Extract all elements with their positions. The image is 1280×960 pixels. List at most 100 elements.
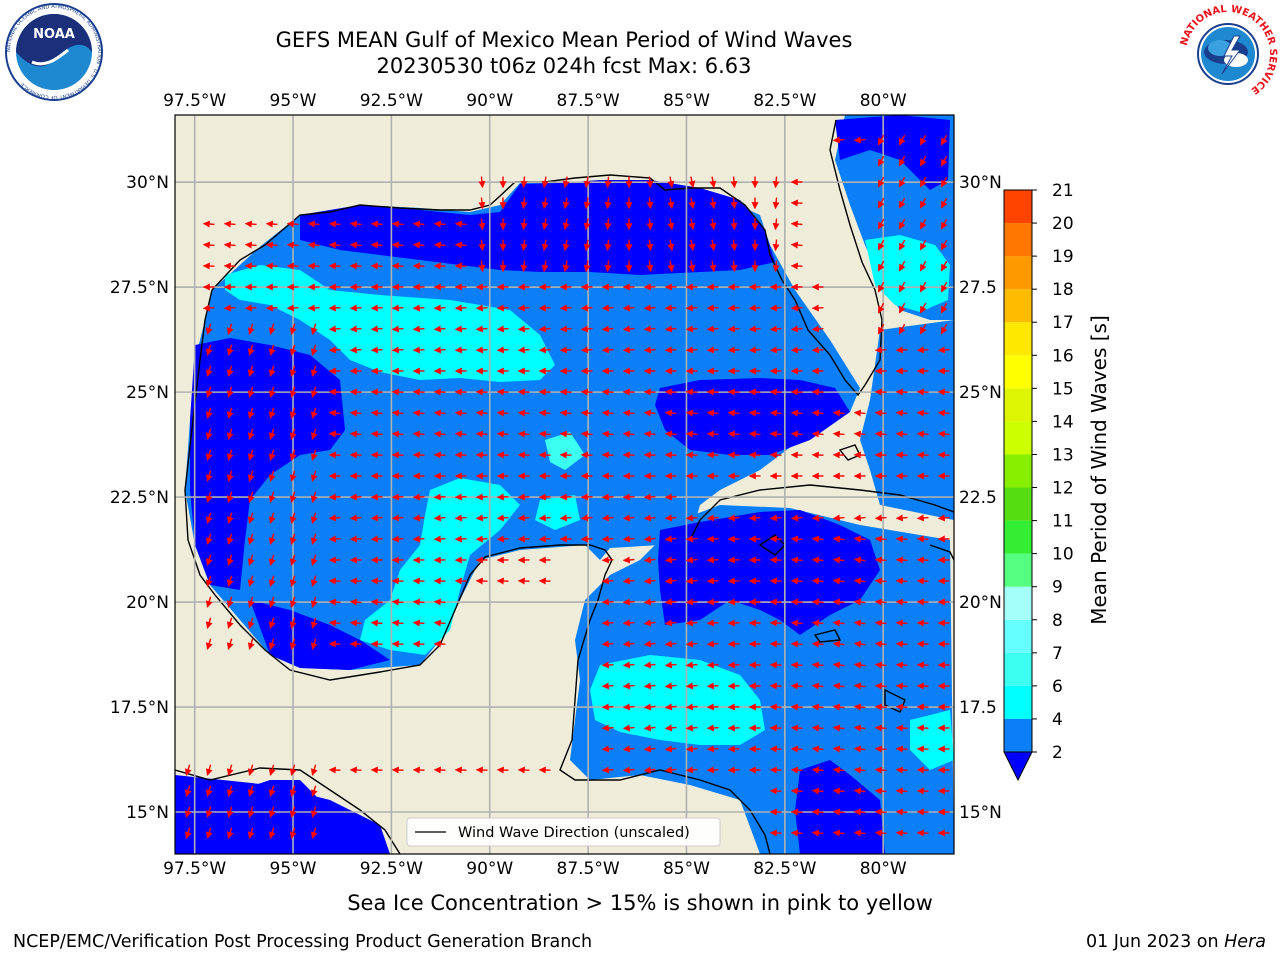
direction-arrow: [790, 640, 803, 648]
direction-arrow: [604, 239, 612, 252]
direction-arrow: [853, 409, 866, 417]
direction-arrow: [667, 260, 675, 273]
direction-arrow: [226, 344, 234, 356]
direction-arrow: [223, 241, 236, 249]
direction-arrow: [517, 514, 530, 522]
direction-arrow: [811, 325, 824, 333]
direction-arrow: [790, 703, 803, 711]
colorbar-tick-label: 19: [1052, 247, 1074, 267]
direction-arrow: [226, 449, 234, 461]
direction-arrow: [667, 239, 675, 252]
direction-arrow: [391, 325, 404, 333]
direction-arrow: [874, 766, 887, 774]
direction-arrow: [226, 617, 234, 629]
direction-arrow: [748, 346, 761, 354]
direction-arrow: [895, 640, 908, 648]
direction-arrow: [709, 239, 717, 252]
direction-arrow: [853, 703, 866, 711]
colorbar-segment: [1004, 355, 1032, 389]
direction-arrow: [895, 346, 908, 354]
direction-arrow: [559, 346, 572, 354]
colorbar-tick-label: 14: [1052, 412, 1074, 432]
direction-arrow: [478, 239, 486, 252]
direction-arrow: [370, 220, 383, 228]
direction-arrow: [919, 176, 927, 188]
direction-arrow: [832, 724, 845, 732]
direction-arrow: [583, 197, 591, 210]
direction-arrow: [853, 808, 866, 816]
direction-arrow: [688, 197, 696, 210]
direction-arrow: [247, 344, 255, 356]
direction-arrow: [895, 766, 908, 774]
colorbar-segment: [1004, 454, 1032, 488]
direction-arrow: [916, 430, 929, 438]
direction-arrow: [517, 346, 530, 354]
direction-arrow: [205, 764, 213, 776]
direction-arrow: [328, 514, 341, 522]
direction-arrow: [832, 640, 845, 648]
direction-arrow: [643, 346, 656, 354]
direction-arrow: [268, 575, 276, 587]
direction-arrow: [790, 598, 803, 606]
direction-arrow: [940, 176, 948, 188]
direction-arrow: [205, 449, 213, 461]
direction-arrow: [622, 430, 635, 438]
direction-arrow: [667, 176, 675, 189]
direction-arrow: [391, 304, 404, 312]
direction-arrow: [226, 554, 234, 566]
direction-arrow: [895, 703, 908, 711]
direction-arrow: [349, 430, 362, 438]
direction-arrow: [916, 514, 929, 522]
direction-arrow: [688, 239, 696, 252]
direction-arrow: [643, 430, 656, 438]
direction-arrow: [643, 556, 656, 564]
direction-arrow: [811, 598, 824, 606]
direction-arrow: [205, 596, 213, 608]
direction-arrow: [205, 785, 213, 797]
direction-arrow: [268, 806, 276, 818]
wave-period-field: [175, 115, 954, 854]
direction-arrow: [538, 304, 551, 312]
direction-arrow: [433, 535, 446, 543]
direction-arrow: [895, 409, 908, 417]
lon-tick-label: 97.5°W: [163, 859, 226, 879]
lon-tick-label: 85°W: [663, 91, 710, 111]
direction-arrow: [349, 514, 362, 522]
direction-arrow: [391, 220, 404, 228]
direction-arrow: [349, 619, 362, 627]
direction-arrow: [541, 176, 549, 189]
direction-arrow: [328, 325, 341, 333]
direction-arrow: [289, 785, 297, 797]
direction-arrow: [310, 491, 318, 503]
direction-arrow: [601, 661, 614, 669]
direction-arrow: [940, 239, 948, 251]
direction-arrow: [538, 346, 551, 354]
colorbar-tick-label: 7: [1052, 644, 1063, 664]
direction-arrow: [265, 304, 278, 312]
direction-arrow: [433, 430, 446, 438]
colorbar-tick-label: 9: [1052, 578, 1063, 598]
direction-arrow: [559, 409, 572, 417]
direction-arrow: [832, 136, 845, 144]
direction-arrow: [772, 239, 780, 252]
direction-arrow: [895, 682, 908, 690]
direction-arrow: [727, 304, 740, 312]
direction-arrow: [811, 829, 824, 837]
direction-arrow: [727, 346, 740, 354]
colorbar-tick-label: 13: [1052, 445, 1074, 465]
direction-arrow: [877, 134, 885, 146]
colorbar-frame: [1003, 189, 1033, 753]
direction-arrow: [706, 577, 719, 585]
colorbar-tick-label: 8: [1052, 611, 1063, 631]
direction-arrow: [478, 218, 486, 231]
direction-arrow: [853, 619, 866, 627]
direction-arrow: [226, 470, 234, 482]
direction-arrow: [226, 638, 234, 650]
direction-arrow: [310, 323, 318, 335]
colorbar-segment: [1004, 322, 1032, 356]
direction-arrow: [601, 535, 614, 543]
direction-arrow: [370, 304, 383, 312]
colorbar-tick-label: 11: [1052, 512, 1074, 532]
direction-arrow: [874, 829, 887, 837]
direction-arrow: [205, 827, 213, 839]
